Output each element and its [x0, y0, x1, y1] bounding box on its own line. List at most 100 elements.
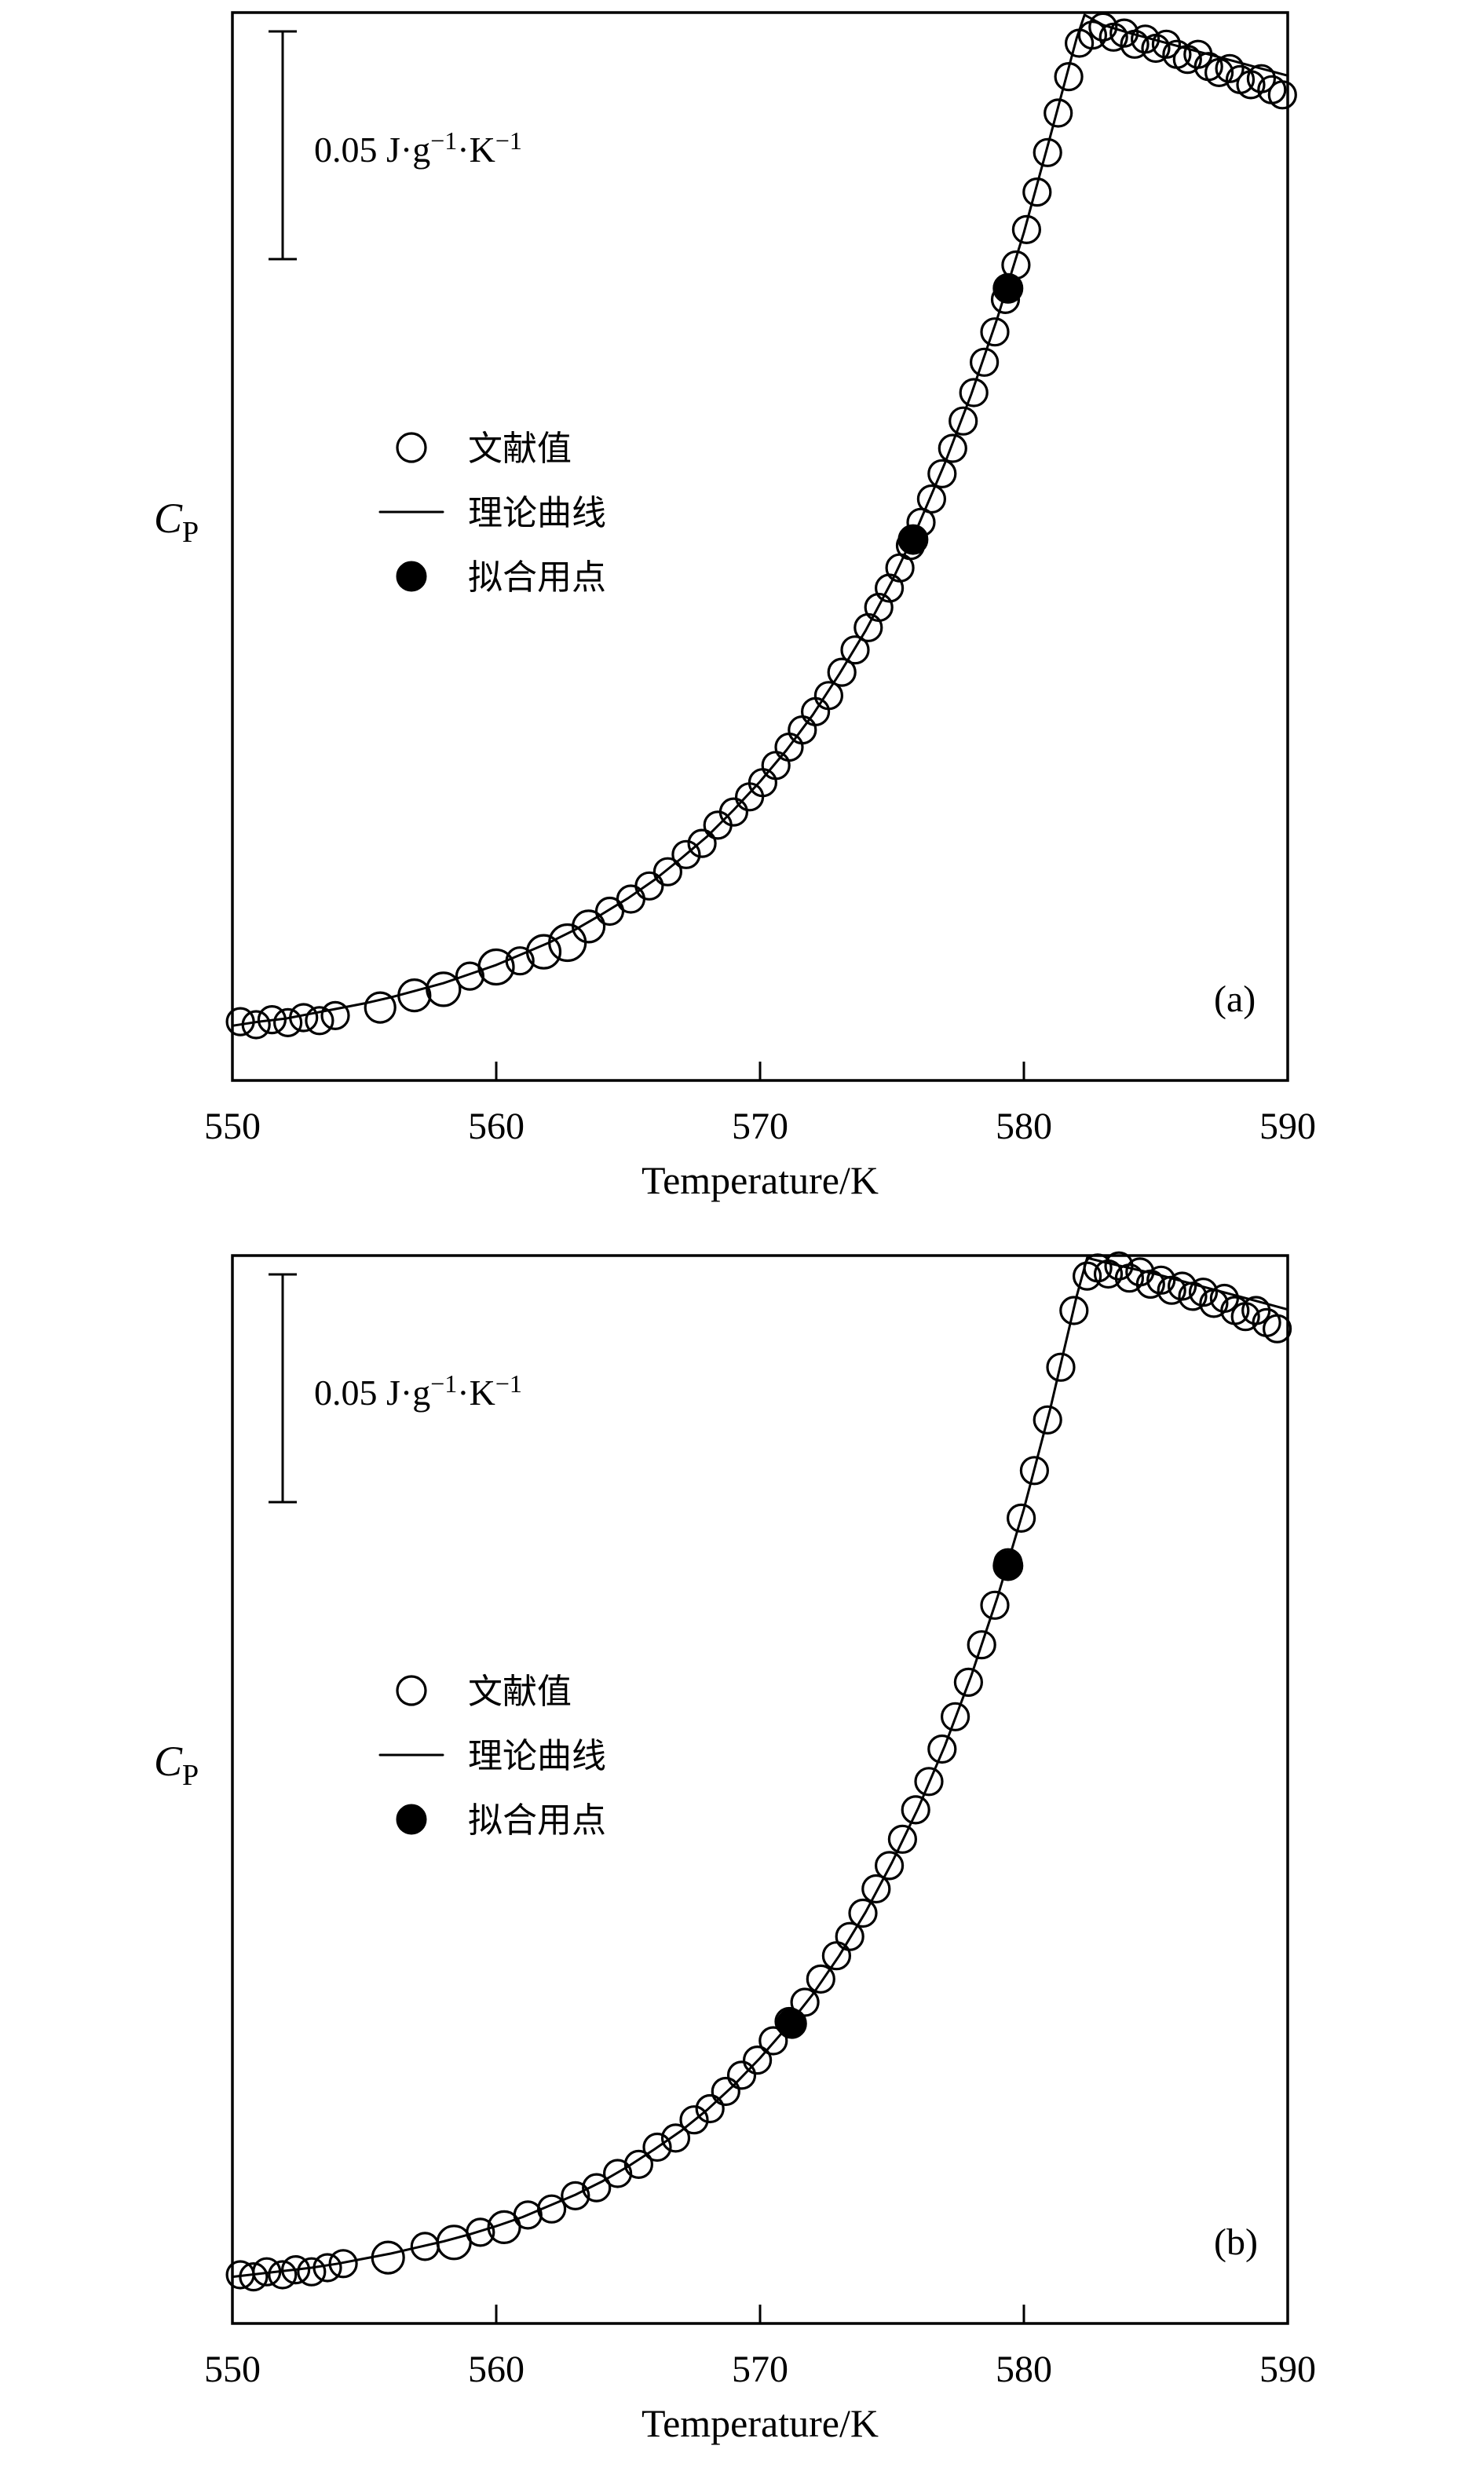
legend-item-literature: 文献值	[396, 429, 572, 469]
scale-bar-label-part: 0.05 J·g	[314, 1373, 430, 1413]
plot-box	[231, 1254, 1289, 2325]
fit-points	[776, 1550, 1024, 2039]
literature-data-point	[561, 2181, 590, 2211]
literature-data-point	[1059, 1296, 1089, 1325]
literature-data-point	[949, 406, 978, 436]
literature-data-point	[268, 2260, 298, 2290]
literature-data-point	[1054, 61, 1084, 92]
literature-data-point	[477, 948, 515, 986]
literature-data-point	[980, 1590, 1010, 1620]
literature-data-point	[953, 1667, 984, 1698]
scale-bar-label-part: ·K	[457, 130, 495, 170]
literature-data-point	[466, 2217, 495, 2247]
literature-data-point	[239, 2261, 269, 2292]
literature-data-point	[616, 884, 646, 914]
open-circles	[225, 12, 1297, 1040]
literature-data-point	[827, 657, 857, 687]
legend-label-fit: 拟合用点	[468, 558, 606, 598]
filled-circle-marker-icon	[396, 1804, 427, 1835]
open-circle-marker-icon	[396, 432, 427, 463]
literature-data-point	[927, 1734, 957, 1764]
literature-data-point	[901, 1795, 930, 1825]
legend-item-theory: 理论曲线	[378, 1736, 606, 1776]
x-tick-label-590: 590	[1259, 2349, 1316, 2390]
literature-data-point	[1188, 1278, 1219, 1307]
scale-bar-superscript: −1	[430, 126, 457, 155]
literature-data-point	[225, 1007, 255, 1036]
literature-data-point	[289, 1003, 319, 1033]
literature-data-point	[848, 1898, 878, 1928]
literature-data-point	[548, 923, 587, 963]
literature-data-point	[813, 681, 844, 711]
legend-label-theory: 理论曲线	[468, 493, 606, 533]
literature-data-point	[571, 909, 606, 944]
literature-data-point	[980, 317, 1010, 347]
y-axis-label-main: C	[154, 495, 183, 542]
literature-data-point	[969, 347, 1000, 377]
literature-data-point	[726, 2060, 757, 2090]
literature-data-point	[1093, 1259, 1124, 1289]
x-tick-label-580: 580	[996, 1106, 1052, 1147]
literature-data-point	[297, 2257, 327, 2287]
literature-data-point	[1109, 18, 1139, 48]
literature-data-point	[536, 2194, 567, 2224]
scale-bar-superscript: −1	[495, 126, 522, 155]
scale-bar-superscript: −1	[430, 1369, 457, 1398]
literature-data-point	[426, 971, 462, 1007]
open-circles	[225, 1251, 1292, 2292]
fitting-data-point	[992, 1550, 1024, 1581]
fitting-data-point	[897, 524, 929, 555]
legend-label-literature: 文献值	[468, 1672, 572, 1712]
literature-data-point	[513, 2200, 543, 2230]
legend-item-fit: 拟合用点	[396, 1801, 606, 1841]
legend-item-fit: 拟合用点	[396, 558, 606, 598]
x-ticks	[231, 1062, 1289, 1080]
literature-data-point	[305, 1006, 334, 1036]
literature-data-point	[1262, 1314, 1292, 1344]
x-tick-label-570: 570	[732, 1106, 788, 1147]
literature-data-point	[241, 1010, 271, 1040]
literature-data-point	[623, 2149, 654, 2180]
x-tick-label-560: 560	[468, 2349, 525, 2390]
literature-data-point	[1167, 1271, 1197, 1301]
scale-bar-label: 0.05 J·g−1·K−1	[314, 1369, 522, 1413]
plot-box	[231, 11, 1289, 1082]
fit-points	[897, 272, 1024, 555]
literature-data-point	[1146, 1265, 1176, 1295]
literature-data-point	[821, 1941, 852, 1971]
literature-data-point	[679, 2105, 709, 2135]
literature-data-point	[959, 378, 989, 408]
legend: 文献值 理论曲线 拟合用点	[378, 1672, 606, 1841]
x-tick-label-580: 580	[996, 2349, 1052, 2390]
scale-bar: 0.05 J·g−1·K−1	[269, 1273, 522, 1504]
literature-data-point	[1151, 29, 1182, 59]
literature-data-point	[718, 797, 749, 827]
literature-data-point	[642, 2132, 672, 2162]
legend-label-fit: 拟合用点	[468, 1801, 606, 1841]
x-tick-label-570: 570	[732, 2349, 788, 2390]
literature-data-point	[914, 1767, 944, 1797]
scale-bar-label-part: ·K	[457, 1373, 495, 1413]
literature-data-point	[916, 484, 947, 514]
legend: 文献值 理论曲线 拟合用点	[378, 429, 606, 598]
literature-data-point	[695, 2093, 725, 2124]
panel-letter-b: (b)	[1214, 2221, 1258, 2263]
literature-data-point	[758, 2026, 788, 2056]
literature-data-point	[634, 871, 664, 901]
literature-data-point	[874, 1851, 905, 1881]
y-axis-label: CP	[154, 1738, 199, 1792]
scale-bar-label: 0.05 J·g−1·K−1	[314, 126, 522, 170]
literature-data-point	[835, 1921, 864, 1951]
literature-data-point	[671, 839, 701, 869]
scale-bar-label-part: 0.05 J·g	[314, 130, 430, 170]
y-axis-label-main: C	[154, 1738, 183, 1785]
y-axis-label: CP	[154, 495, 199, 549]
literature-data-point	[1215, 53, 1245, 83]
literature-data-point	[505, 946, 535, 976]
scale-bar: 0.05 J·g−1·K−1	[269, 30, 522, 261]
literature-data-point	[840, 635, 870, 665]
open-circle-marker-icon	[396, 1675, 427, 1706]
literature-data-point	[927, 459, 957, 488]
literature-data-point	[1072, 1261, 1102, 1291]
literature-data-point	[1130, 24, 1161, 54]
